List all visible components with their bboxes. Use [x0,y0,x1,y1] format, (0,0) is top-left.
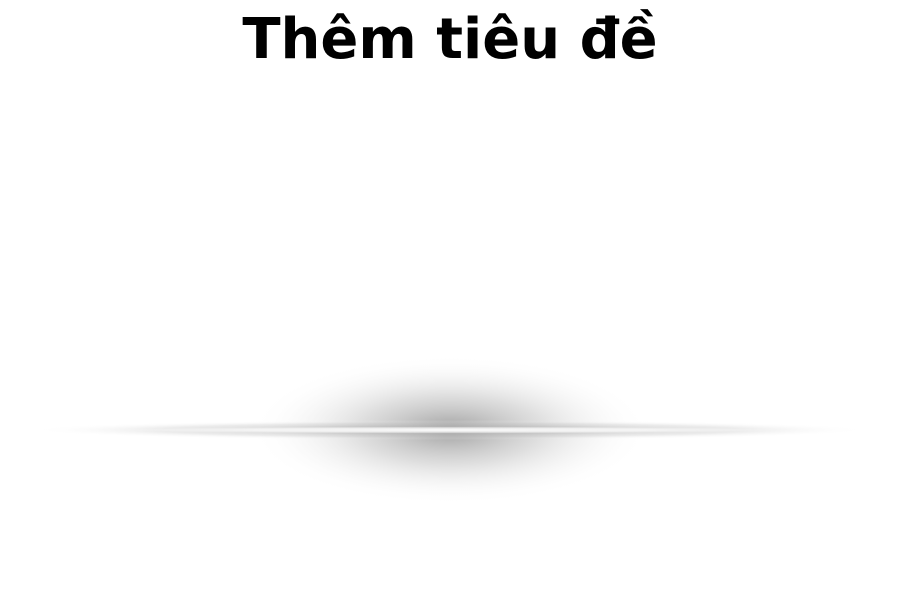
highlight-line [120,426,780,434]
page-title[interactable]: Thêm tiêu đề [242,7,658,72]
shadow-divider-icon [30,355,870,505]
